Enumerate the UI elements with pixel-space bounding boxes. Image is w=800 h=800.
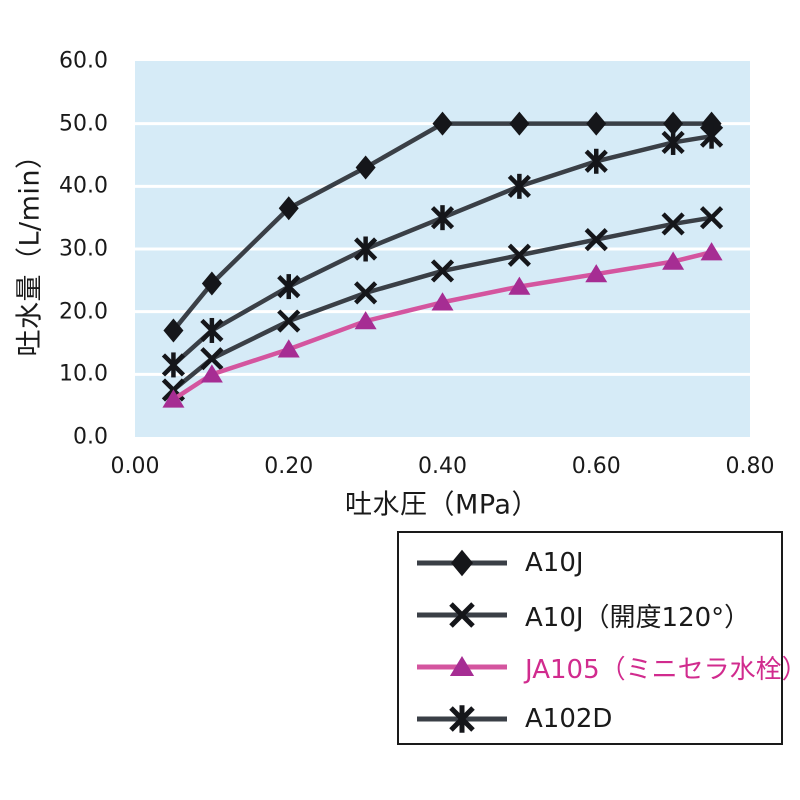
y-axis-title: 吐水量（L/min）	[14, 141, 46, 357]
x-marker	[661, 212, 685, 236]
asterisk-marker	[699, 123, 724, 149]
legend-item-a10j: A10J	[399, 537, 781, 589]
legend: A10J A10J（開度120°） JA105（ミニセラ水栓） A102D	[397, 531, 800, 745]
asterisk-marker	[661, 129, 685, 155]
x-marker	[449, 602, 475, 628]
asterisk-marker	[430, 205, 455, 231]
x-tick-label: 0.80	[725, 454, 775, 479]
diamond-marker	[451, 549, 473, 577]
y-tick-label: 40.0	[59, 173, 108, 199]
asterisk-marker	[584, 148, 608, 174]
legend-marker-sample	[417, 705, 507, 733]
triangle-marker	[200, 364, 223, 383]
y-tick-label: 20.0	[59, 299, 108, 325]
diamond-marker	[432, 111, 453, 136]
asterisk-marker	[354, 236, 378, 262]
x-tick-label: 0.00	[110, 454, 160, 479]
asterisk-marker	[200, 317, 224, 343]
x-tick-label: 0.60	[571, 454, 621, 479]
legend-marker-sample	[417, 549, 507, 577]
asterisk-marker	[161, 352, 186, 378]
legend-label: A10J（開度120°）	[525, 602, 751, 633]
triangle-marker	[508, 276, 531, 295]
legend-item-a102d: A102D	[399, 693, 781, 745]
triangle-marker	[162, 389, 185, 408]
triangle-marker	[277, 339, 300, 358]
series-ja105	[162, 242, 723, 408]
series-a10j	[163, 111, 722, 343]
triangle-marker	[700, 242, 723, 261]
x-tick-label: 0.40	[418, 454, 467, 479]
y-tick-label: 50.0	[59, 111, 108, 137]
series-a10j-120	[161, 206, 724, 402]
legend-item-ja105: JA105（ミニセラ水栓）	[399, 641, 800, 693]
triangle-marker	[354, 311, 377, 330]
diamond-marker	[355, 155, 376, 180]
x-marker	[699, 206, 724, 230]
x-axis-title: 吐水圧（MPa）	[345, 489, 539, 521]
triangle-marker	[662, 251, 685, 270]
x-tick-label: 0.20	[264, 454, 314, 479]
legend-marker-sample	[417, 656, 507, 677]
y-tick-label: 60.0	[59, 48, 108, 74]
y-tick-label: 0.0	[73, 424, 108, 450]
asterisk-marker	[507, 173, 531, 199]
diamond-marker	[663, 111, 684, 136]
legend-label: A102D	[525, 704, 613, 734]
x-marker	[354, 281, 378, 305]
asterisk-marker	[449, 705, 475, 733]
x-marker	[584, 228, 608, 252]
x-marker	[507, 243, 531, 267]
x-marker	[430, 259, 455, 283]
diamond-marker	[163, 318, 184, 343]
legend-marker-sample	[417, 602, 507, 628]
diamond-marker	[201, 271, 222, 296]
x-marker	[277, 309, 301, 333]
y-tick-label: 30.0	[59, 236, 108, 262]
legend-label: JA105（ミニセラ水栓）	[525, 654, 800, 685]
legend-item-a10j-120: A10J（開度120°）	[399, 589, 781, 641]
diamond-marker	[509, 111, 530, 136]
diamond-marker	[278, 196, 299, 221]
diamond-marker	[701, 111, 722, 136]
gridlines	[135, 122, 750, 376]
legend-label: A10J	[525, 548, 584, 578]
x-marker	[200, 347, 224, 371]
y-tick-label: 10.0	[59, 361, 108, 387]
asterisk-marker	[277, 274, 301, 300]
triangle-marker	[449, 656, 475, 677]
triangle-marker	[431, 292, 454, 311]
triangle-marker	[585, 264, 608, 283]
diamond-marker	[586, 111, 607, 136]
series-a102d	[161, 123, 724, 378]
